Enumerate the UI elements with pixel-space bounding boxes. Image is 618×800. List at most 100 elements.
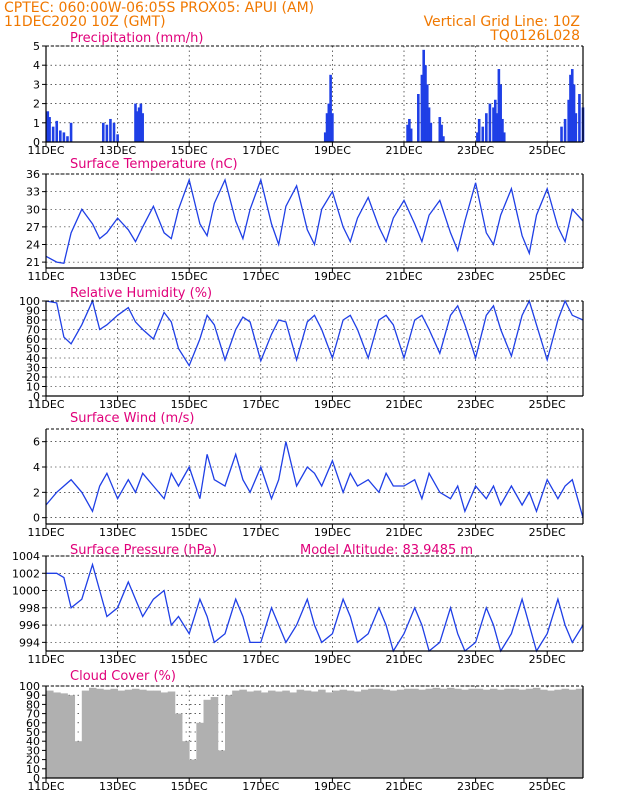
temp-ytick-label: 24 <box>26 239 40 252</box>
rh-xtick-label: 25DEC <box>529 398 566 411</box>
temp-xtick-label: 15DEC <box>171 270 208 283</box>
precip-bar <box>409 128 413 142</box>
cloud-bar <box>396 689 405 778</box>
cloud-bar <box>504 688 512 778</box>
precip-bar <box>112 122 116 142</box>
cloud-ytick-label: 90 <box>26 689 40 702</box>
precip-bar <box>424 65 427 142</box>
rh-title: Relative Humidity (%) <box>70 286 212 301</box>
rh-xtick-label: 11DEC <box>27 398 64 411</box>
precip-bar <box>66 136 69 142</box>
precip-bar <box>567 99 570 142</box>
precip-bar <box>327 103 331 142</box>
cloud-bar <box>88 687 97 778</box>
cloud-ytick-label: 80 <box>26 698 40 711</box>
cloud-bar <box>310 691 319 778</box>
cloud-bar <box>275 691 283 778</box>
wind-ytick-label: 4 <box>33 461 40 474</box>
cloud-bar <box>210 697 219 778</box>
precip-xtick-label: 15DEC <box>171 144 208 157</box>
rh-ytick-label: 100 <box>19 295 40 308</box>
precip-xtick-label: 11DEC <box>27 144 64 157</box>
cloud-bar <box>418 689 426 778</box>
precip-bar <box>427 107 431 142</box>
wind-panel: 0 2 4 6 11DEC 13DEC 15DEC 17DEC 19DEC 21DEC 23DEC 2… <box>27 428 584 539</box>
precip-bar <box>109 118 112 142</box>
rh-ytick-label: 80 <box>26 314 40 327</box>
wind-xtick-label: 17DEC <box>242 526 279 539</box>
rh-ytick-label: 10 <box>26 381 40 394</box>
wind-xtick-label: 21DEC <box>385 526 422 539</box>
precip-bar <box>46 111 50 142</box>
cloud-xtick-label: 11DEC <box>27 780 64 793</box>
cloud-ytick-label: 30 <box>26 744 40 757</box>
cloud-bar <box>174 713 183 778</box>
precip-bar <box>59 130 62 142</box>
cloud-bar <box>196 722 204 778</box>
cloud-bar <box>318 689 326 778</box>
cloud-bar <box>525 688 534 778</box>
precip-bar <box>499 84 502 142</box>
precip-bar <box>331 113 334 142</box>
rh-series-line <box>45 299 584 368</box>
cloud-xtick-label: 13DEC <box>99 780 136 793</box>
cloud-bar <box>225 695 233 778</box>
cloud-bar <box>411 688 419 778</box>
pres-xtick-label: 15DEC <box>171 653 208 666</box>
precip-bar <box>329 74 332 142</box>
cloud-bar <box>389 690 398 778</box>
precip-xtick-label: 17DEC <box>242 144 279 157</box>
precip-bar <box>417 94 420 142</box>
pres-ytick-label: 1002 <box>12 567 40 580</box>
precip-bar <box>572 84 576 142</box>
header-location: CPTEC: 060:00W-06:05S PROX05: APUI (AM) <box>4 0 314 16</box>
precip-bar <box>62 132 66 142</box>
cloud-bar <box>46 690 54 778</box>
precip-bar <box>442 136 445 142</box>
cloud-bar <box>547 690 555 778</box>
temp-xtick-label: 11DEC <box>27 270 64 283</box>
precip-bar <box>574 113 578 142</box>
cloud-ytick-label: 50 <box>26 726 40 739</box>
precip-bar <box>488 103 492 142</box>
precip-bar <box>560 126 563 142</box>
rh-xtick-label: 13DEC <box>99 398 136 411</box>
pres-xtick-label: 23DEC <box>457 653 494 666</box>
precip-bar <box>137 107 141 142</box>
precip-panel: 0 1 2 3 4 5 11DEC 13DEC 15DEC 17DEC 19DEC 21DEC 23DE… <box>27 40 585 157</box>
cloud-bar <box>96 688 104 778</box>
cloud-bar <box>267 690 276 778</box>
cloud-bar <box>67 695 76 778</box>
cloud-bar <box>160 692 169 778</box>
cloud-bar <box>375 688 383 778</box>
cloud-xtick-label: 23DEC <box>457 780 494 793</box>
precip-bar <box>425 84 429 142</box>
cloud-bar <box>468 688 476 778</box>
precip-bar <box>563 118 567 142</box>
cloud-bar <box>253 690 262 778</box>
temp-xtick-label: 21DEC <box>385 270 422 283</box>
precip-bar <box>139 103 143 142</box>
cloud-bar <box>511 688 519 778</box>
cloud-bar <box>325 692 333 778</box>
temp-series-line <box>45 177 584 265</box>
precip-bar <box>406 124 409 142</box>
cloud-bar <box>217 750 226 778</box>
cloud-bar <box>532 687 541 778</box>
rh-xtick-label: 21DEC <box>385 398 422 411</box>
cloud-bar <box>153 690 161 778</box>
pres-xtick-label: 11DEC <box>27 653 64 666</box>
precip-xtick-label: 19DEC <box>314 144 351 157</box>
cloud-bar <box>296 689 305 778</box>
cloud-bar <box>432 687 441 778</box>
pres-title: Surface Pressure (hPa) <box>70 543 217 558</box>
cloud-title: Cloud Cover (%) <box>70 669 176 684</box>
precip-bar <box>141 113 144 142</box>
precip-bar <box>408 118 411 142</box>
header-code: TQ0126L028 <box>489 28 580 44</box>
temp-xtick-label: 23DEC <box>457 270 494 283</box>
cloud-bar <box>103 689 111 778</box>
precip-bar <box>323 132 327 142</box>
